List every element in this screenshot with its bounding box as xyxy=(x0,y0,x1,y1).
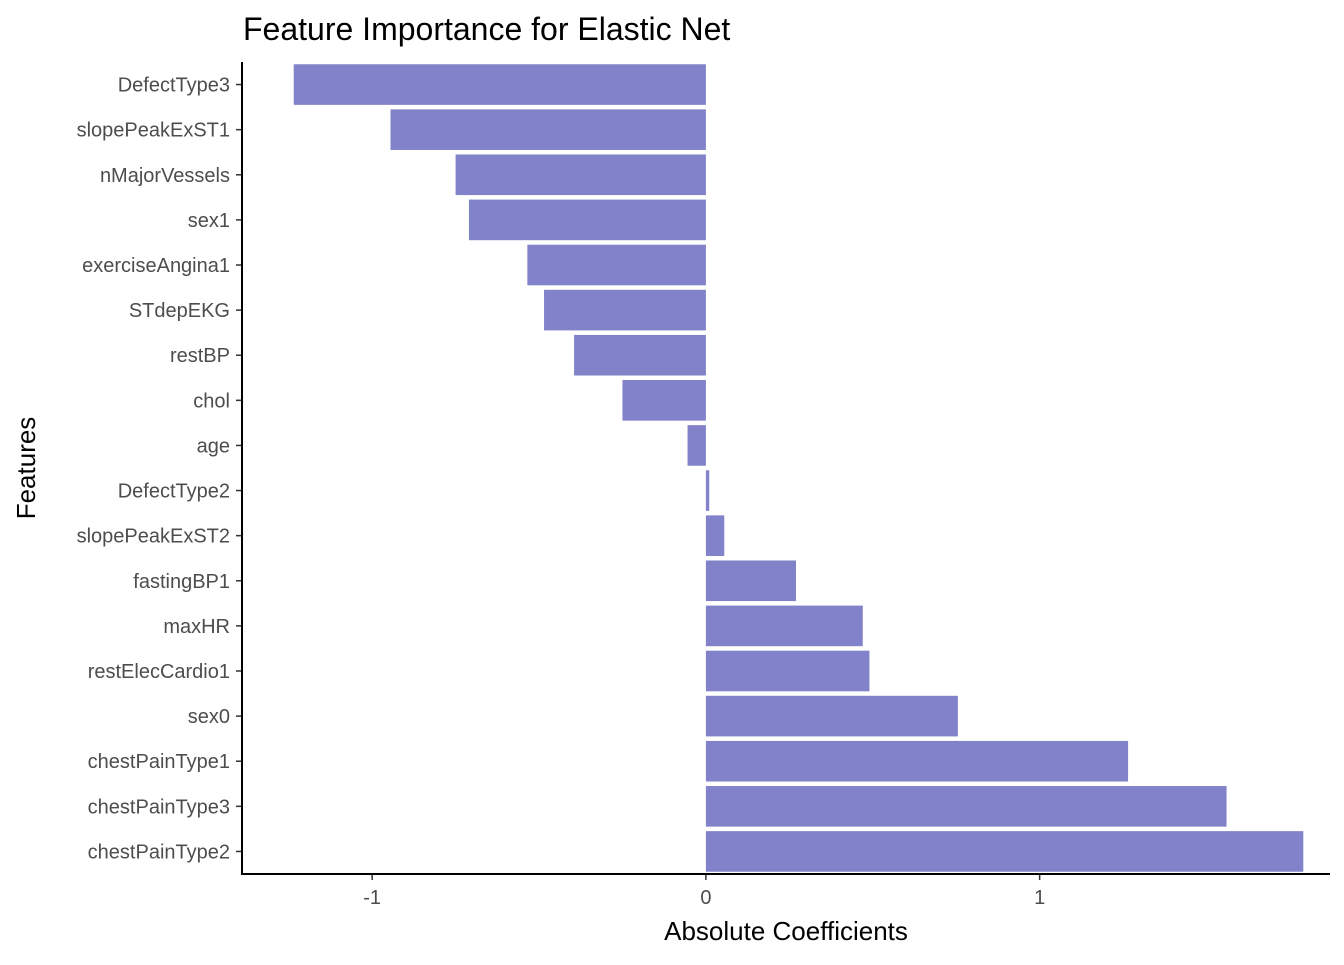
x-tick-label: 0 xyxy=(700,887,711,909)
bar-nMajorVessels xyxy=(455,154,706,196)
bars-layer xyxy=(293,64,1304,872)
bar-STdepEKG xyxy=(544,289,706,331)
chart-title: Feature Importance for Elastic Net xyxy=(243,11,730,47)
y-tick-label: exerciseAngina1 xyxy=(82,255,230,277)
y-tick-label: age xyxy=(197,435,230,457)
bar-maxHR xyxy=(705,605,863,647)
bar-slopePeakExST1 xyxy=(390,109,706,150)
y-tick-label: chestPainType3 xyxy=(88,796,230,818)
y-tick-label: restElecCardio1 xyxy=(88,661,230,683)
y-tick-label: fastingBP1 xyxy=(133,571,230,593)
x-axis-ticks: -1 0 1 xyxy=(363,874,1045,909)
x-tick-label: -1 xyxy=(363,887,381,909)
y-tick-label: nMajorVessels xyxy=(100,165,230,187)
y-tick-label: slopePeakExST1 xyxy=(77,120,230,142)
y-tick-label: STdepEKG xyxy=(129,300,230,322)
bar-restElecCardio1 xyxy=(705,650,870,692)
bar-chestPainType2 xyxy=(705,831,1304,872)
y-tick-label: maxHR xyxy=(163,616,230,638)
x-axis-title: Absolute Coefficients xyxy=(664,916,908,946)
y-tick-label: DefectType2 xyxy=(118,481,230,503)
y-tick-label: chestPainType2 xyxy=(88,841,230,863)
bar-DefectType3 xyxy=(293,64,706,105)
y-tick-label: sex0 xyxy=(188,706,230,728)
bar-sex1 xyxy=(468,199,706,241)
bar-exerciseAngina1 xyxy=(527,244,706,286)
bar-restBP xyxy=(574,334,706,376)
bar-fastingBP1 xyxy=(705,560,797,602)
bar-slopePeakExST2 xyxy=(705,515,725,556)
bar-age xyxy=(687,425,706,466)
bar-sex0 xyxy=(705,695,958,737)
bar-chol xyxy=(622,380,706,421)
x-tick-label: 1 xyxy=(1034,887,1045,909)
y-tick-label: restBP xyxy=(170,345,230,367)
y-axis-ticks: DefectType3 slopePeakExST1 nMajorVessels se… xyxy=(77,75,242,863)
y-axis-title: Features xyxy=(11,417,41,520)
y-tick-label: DefectType3 xyxy=(118,75,230,97)
bar-DefectType2 xyxy=(705,470,710,511)
bar-chestPainType3 xyxy=(705,786,1227,827)
y-tick-label: slopePeakExST2 xyxy=(77,526,230,548)
y-tick-label: chol xyxy=(193,390,230,412)
y-tick-label: chestPainType1 xyxy=(88,751,230,773)
y-tick-label: sex1 xyxy=(188,210,230,232)
bar-chestPainType1 xyxy=(705,740,1129,782)
